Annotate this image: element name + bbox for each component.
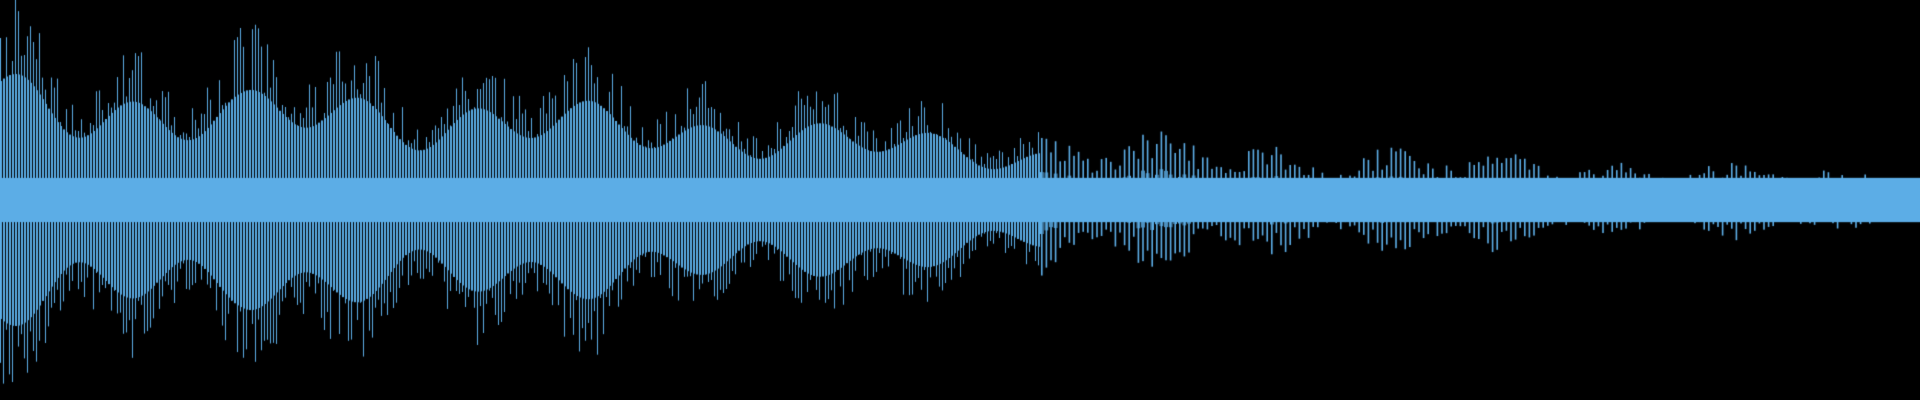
waveform-visualization[interactable]: [0, 0, 1920, 400]
audio-waveform-canvas[interactable]: [0, 0, 1920, 400]
waveform-playhead-layer: [0, 0, 1920, 400]
